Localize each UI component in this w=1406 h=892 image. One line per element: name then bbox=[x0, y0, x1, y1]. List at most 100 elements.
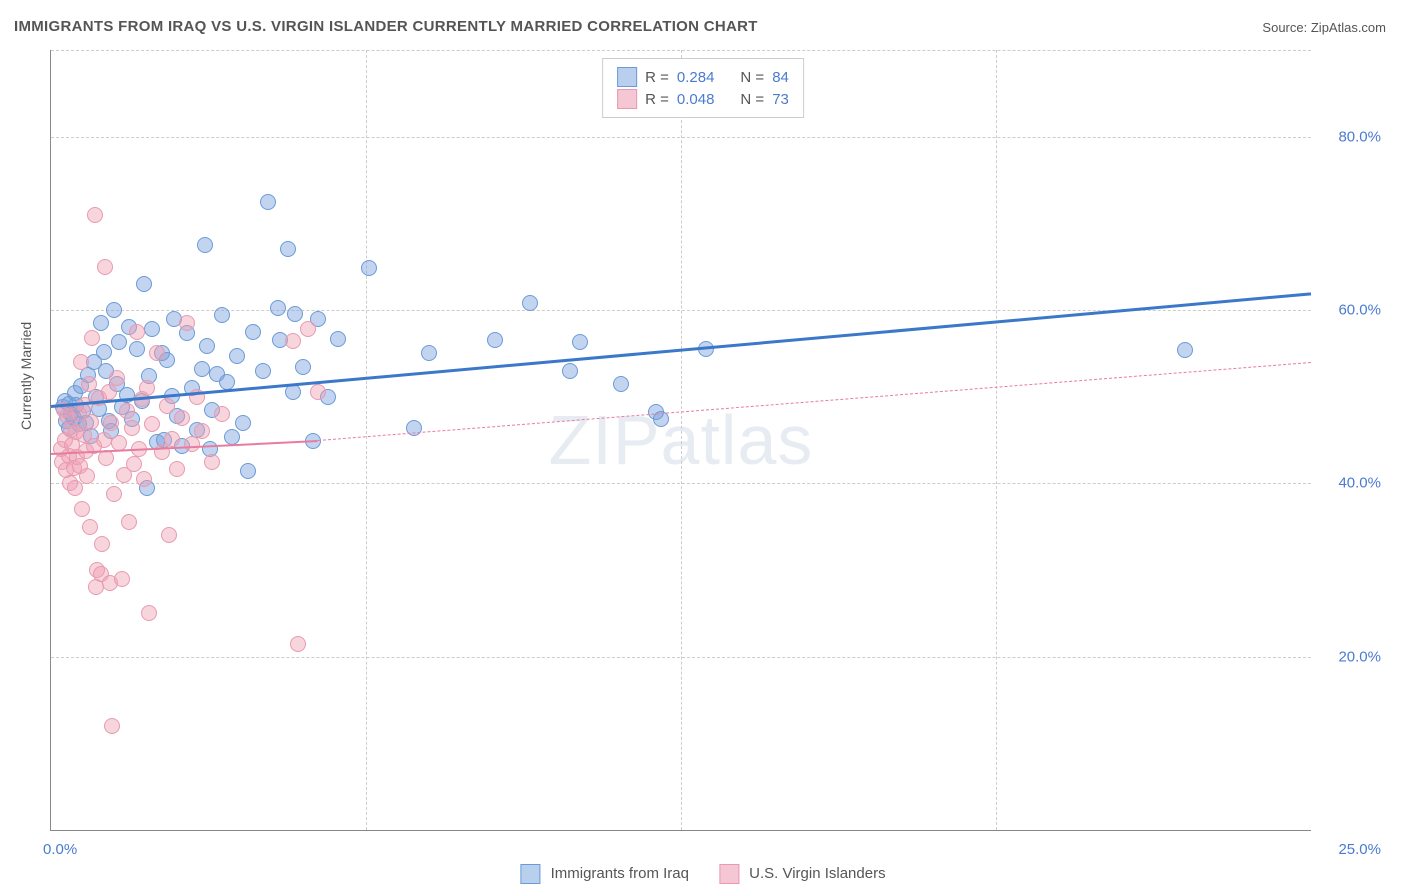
data-point-iraq bbox=[287, 306, 303, 322]
data-point-iraq bbox=[229, 348, 245, 364]
data-point-usvi bbox=[109, 370, 125, 386]
data-point-iraq bbox=[255, 363, 271, 379]
y-tick-label: 20.0% bbox=[1321, 648, 1381, 665]
data-point-iraq bbox=[194, 361, 210, 377]
data-point-usvi bbox=[159, 398, 175, 414]
data-point-usvi bbox=[204, 454, 220, 470]
plot-area: ZIPatlas 20.0%40.0%60.0%80.0%0.0%25.0% bbox=[50, 50, 1311, 831]
source-value: ZipAtlas.com bbox=[1311, 20, 1386, 35]
legend-r-label: R = bbox=[645, 69, 669, 86]
legend-bottom: Immigrants from Iraq U.S. Virgin Islande… bbox=[520, 864, 885, 884]
data-point-iraq bbox=[111, 334, 127, 350]
legend-swatch-usvi bbox=[617, 89, 637, 109]
legend-top: R = 0.284 N = 84 R = 0.048 N = 73 bbox=[602, 58, 804, 118]
data-point-iraq bbox=[235, 415, 251, 431]
data-point-usvi bbox=[161, 527, 177, 543]
data-point-usvi bbox=[179, 315, 195, 331]
x-tick-label: 0.0% bbox=[43, 841, 77, 858]
source-attribution: Source: ZipAtlas.com bbox=[1262, 20, 1386, 35]
gridline-v bbox=[366, 50, 367, 830]
legend-item-iraq: Immigrants from Iraq bbox=[520, 864, 689, 884]
legend-r-label: R = bbox=[645, 91, 669, 108]
data-point-usvi bbox=[141, 605, 157, 621]
data-point-usvi bbox=[103, 415, 119, 431]
y-tick-label: 40.0% bbox=[1321, 475, 1381, 492]
data-point-usvi bbox=[126, 456, 142, 472]
data-point-iraq bbox=[361, 260, 377, 276]
data-point-iraq bbox=[522, 295, 538, 311]
data-point-usvi bbox=[139, 380, 155, 396]
data-point-usvi bbox=[83, 414, 99, 430]
legend-swatch-iraq bbox=[520, 864, 540, 884]
chart-title: IMMIGRANTS FROM IRAQ VS U.S. VIRGIN ISLA… bbox=[14, 18, 758, 35]
legend-row-usvi: R = 0.048 N = 73 bbox=[617, 89, 789, 109]
data-point-usvi bbox=[119, 403, 135, 419]
gridline-v bbox=[681, 50, 682, 830]
data-point-iraq bbox=[270, 300, 286, 316]
data-point-usvi bbox=[101, 384, 117, 400]
source-label: Source: bbox=[1262, 20, 1307, 35]
data-point-usvi bbox=[300, 321, 316, 337]
legend-item-usvi: U.S. Virgin Islanders bbox=[719, 864, 886, 884]
data-point-iraq bbox=[214, 307, 230, 323]
data-point-iraq bbox=[219, 374, 235, 390]
legend-label-iraq: Immigrants from Iraq bbox=[551, 865, 689, 882]
data-point-usvi bbox=[104, 718, 120, 734]
data-point-usvi bbox=[106, 486, 122, 502]
data-point-iraq bbox=[197, 237, 213, 253]
data-point-iraq bbox=[330, 331, 346, 347]
data-point-usvi bbox=[84, 330, 100, 346]
data-point-usvi bbox=[136, 471, 152, 487]
data-point-usvi bbox=[214, 406, 230, 422]
data-point-usvi bbox=[184, 436, 200, 452]
data-point-iraq bbox=[295, 359, 311, 375]
data-point-usvi bbox=[124, 420, 140, 436]
data-point-iraq bbox=[572, 334, 588, 350]
legend-n-label: N = bbox=[740, 69, 764, 86]
data-point-usvi bbox=[98, 450, 114, 466]
data-point-usvi bbox=[96, 432, 112, 448]
data-point-usvi bbox=[144, 416, 160, 432]
data-point-usvi bbox=[174, 410, 190, 426]
data-point-iraq bbox=[245, 324, 261, 340]
data-point-usvi bbox=[194, 423, 210, 439]
y-tick-label: 60.0% bbox=[1321, 302, 1381, 319]
trend-line bbox=[318, 362, 1311, 441]
y-axis-label: Currently Married bbox=[18, 322, 34, 430]
legend-r-value-usvi: 0.048 bbox=[677, 91, 715, 108]
data-point-usvi bbox=[87, 207, 103, 223]
data-point-usvi bbox=[149, 345, 165, 361]
data-point-iraq bbox=[129, 341, 145, 357]
data-point-usvi bbox=[97, 259, 113, 275]
legend-n-value-iraq: 84 bbox=[772, 69, 789, 86]
data-point-usvi bbox=[290, 636, 306, 652]
data-point-usvi bbox=[82, 519, 98, 535]
data-point-usvi bbox=[81, 376, 97, 392]
data-point-usvi bbox=[169, 461, 185, 477]
data-point-iraq bbox=[240, 463, 256, 479]
data-point-usvi bbox=[285, 333, 301, 349]
data-point-usvi bbox=[94, 536, 110, 552]
data-point-iraq bbox=[280, 241, 296, 257]
data-point-iraq bbox=[144, 321, 160, 337]
data-point-usvi bbox=[121, 514, 137, 530]
data-point-iraq bbox=[487, 332, 503, 348]
data-point-iraq bbox=[260, 194, 276, 210]
legend-swatch-usvi bbox=[719, 864, 739, 884]
data-point-iraq bbox=[613, 376, 629, 392]
gridline-v bbox=[996, 50, 997, 830]
data-point-usvi bbox=[79, 468, 95, 484]
data-point-iraq bbox=[421, 345, 437, 361]
legend-n-value-usvi: 73 bbox=[772, 91, 789, 108]
x-tick-label: 25.0% bbox=[1338, 841, 1381, 858]
legend-r-value-iraq: 0.284 bbox=[677, 69, 715, 86]
data-point-iraq bbox=[106, 302, 122, 318]
legend-n-label: N = bbox=[740, 91, 764, 108]
data-point-usvi bbox=[114, 571, 130, 587]
legend-swatch-iraq bbox=[617, 67, 637, 87]
data-point-iraq bbox=[562, 363, 578, 379]
data-point-iraq bbox=[96, 344, 112, 360]
data-point-usvi bbox=[310, 384, 326, 400]
data-point-usvi bbox=[74, 501, 90, 517]
data-point-iraq bbox=[1177, 342, 1193, 358]
